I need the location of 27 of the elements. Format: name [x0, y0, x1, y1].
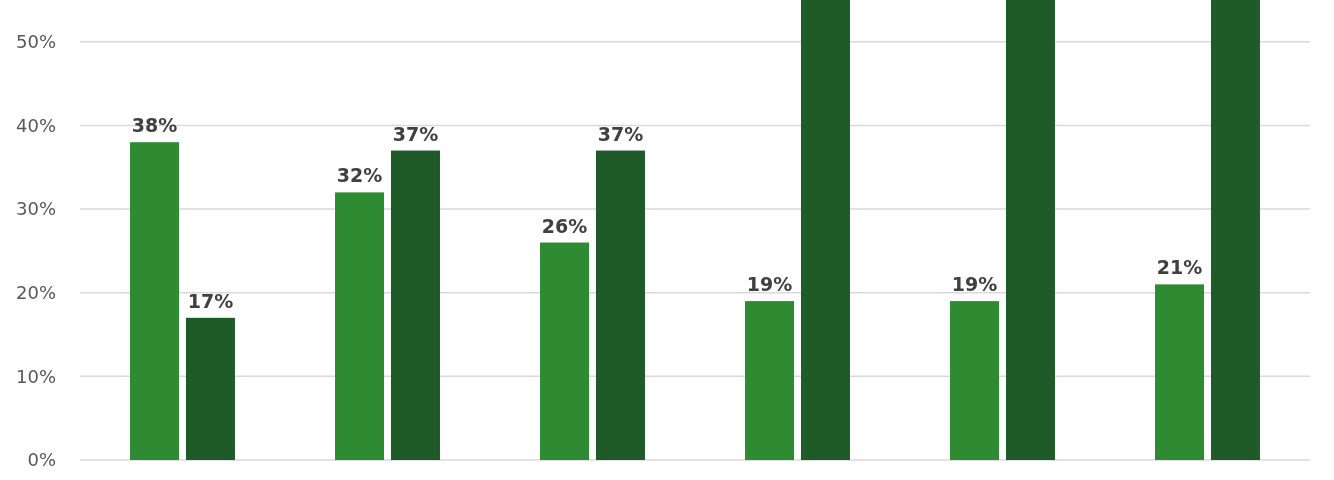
- bar: [950, 301, 1000, 460]
- y-tick-label: 40%: [15, 114, 56, 136]
- bar: [1210, 0, 1260, 460]
- data-label: 21%: [1156, 256, 1203, 279]
- data-label: 32%: [336, 164, 383, 187]
- data-label: 38%: [131, 114, 178, 137]
- bar: [335, 192, 385, 460]
- bar: [185, 317, 235, 460]
- bar: [540, 242, 590, 460]
- bar: [800, 0, 850, 460]
- y-tick-label: 50%: [15, 31, 56, 53]
- data-label: 19%: [746, 273, 793, 296]
- bar: [130, 142, 180, 460]
- y-tick-label: 20%: [15, 282, 56, 304]
- y-tick-label: 30%: [15, 198, 56, 220]
- bar: [1155, 284, 1205, 460]
- y-tick-label: 0%: [27, 449, 56, 471]
- data-label: 37%: [392, 122, 439, 145]
- data-label: 37%: [597, 122, 644, 145]
- data-label: 26%: [541, 214, 588, 237]
- data-label: 19%: [951, 273, 998, 296]
- y-tick-label: 10%: [15, 365, 56, 387]
- bar: [390, 150, 440, 460]
- data-label: 17%: [187, 289, 234, 312]
- bar: [595, 150, 645, 460]
- bar: [1005, 0, 1055, 460]
- bar: [745, 301, 795, 460]
